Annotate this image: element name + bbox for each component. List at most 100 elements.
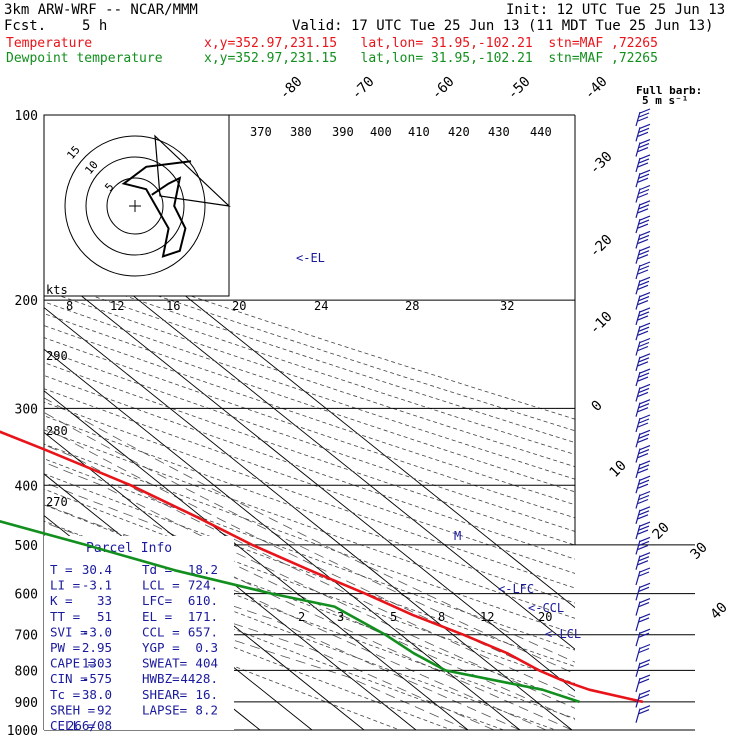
isotherm-label: -70 (349, 74, 378, 103)
hodograph-ring (85, 156, 185, 256)
isotherm-line (44, 348, 521, 730)
parcel-info-cell: 4428. (180, 671, 218, 686)
wind-barb (635, 383, 651, 402)
isotherm-line (44, 265, 575, 692)
pressure-tick-label: 600 (15, 588, 38, 603)
temperature-legend: Temperature (6, 36, 93, 51)
parcel-info-cell: -3.1 (82, 578, 112, 593)
pressure-tick-label: 900 (15, 696, 38, 711)
mixing-ratio-label: 8 (438, 610, 445, 624)
pressure-tick-label: 500 (15, 539, 38, 554)
parcel-info-cell: -3.0 (82, 624, 112, 639)
isotherm-label: -30 (587, 149, 616, 178)
wind-barb (635, 154, 651, 173)
mixing-ratio-label: 28 (405, 299, 419, 313)
parcel-info-cell: 0.3 (195, 640, 218, 655)
theta-e-label: 440 (530, 125, 552, 139)
parcel-info-cell: CAPE = (50, 656, 95, 671)
wind-barb (635, 108, 651, 127)
parcel-info-cell: EL = (142, 609, 172, 624)
level-marker: <-CCL (528, 601, 564, 615)
isotherm-line (44, 473, 365, 730)
level-markers: <-EL M <-LFC <-CCL <-LCL (296, 251, 581, 641)
wind-barbs (635, 108, 651, 723)
isotherm-label: 0 (589, 398, 606, 415)
mixing-ratio-label: 32 (500, 299, 514, 313)
parcel-info-cell: T = (50, 562, 73, 577)
theta-e-label: 430 (488, 125, 510, 139)
dry-adiabat (44, 349, 575, 532)
full-barb-value: 5 m s⁻¹ (642, 94, 688, 107)
forecast-hours: 5 h (82, 18, 108, 34)
dry-adiabat (44, 429, 575, 619)
isotherm-label: 40 (708, 600, 731, 623)
wind-barb (635, 674, 651, 693)
parcel-info-cell: LI = (50, 578, 80, 593)
parcel-info-cell: SWEAT= (142, 656, 187, 671)
wind-barb (635, 123, 651, 142)
parcel-info-cell: SHEAR= (142, 687, 187, 702)
mixing-ratio-label: 20 (232, 299, 246, 313)
valid-time: Valid: 17 UTC Tue 25 Jun 13 (11 MDT Tue … (292, 18, 714, 34)
wind-barb (635, 705, 651, 723)
parcel-info-cell: 8.2 (195, 702, 218, 717)
wind-barb (635, 475, 651, 494)
wind-barb (635, 184, 651, 203)
dry-adiabat (44, 488, 575, 684)
wind-barb (635, 613, 651, 632)
isotherm-line (44, 431, 417, 730)
wind-barb (635, 429, 651, 448)
hodograph-trace (121, 160, 192, 258)
wind-barb (635, 246, 651, 264)
pressure-tick-label: 400 (15, 479, 38, 494)
parcel-info-cell: 18.2 (188, 562, 218, 577)
dry-adiabat (44, 337, 575, 519)
hodograph-ring (64, 135, 206, 277)
theta-e-label: 420 (448, 125, 470, 139)
sounding-series (0, 430, 644, 704)
parcel-info-box: Parcel Info T = 30.4 Td = 18.2LI = -3.1 LCL =… (44, 536, 234, 733)
mixing-ratio-label: 8 (66, 299, 73, 313)
mixing-ratio-label: 12 (110, 299, 124, 313)
full-barb-label: Full barb: (636, 84, 702, 97)
parcel-info-cell: SREH = (50, 702, 95, 717)
parcel-info-cell: SVI = (50, 624, 88, 639)
mixing-ratio-label: 3 (337, 610, 344, 624)
parcel-info-cell: LCL = (142, 578, 180, 593)
wind-barb (635, 368, 651, 387)
level-marker: M (454, 529, 461, 543)
dry-adiabat (44, 256, 575, 432)
theta-e-label: 270 (46, 495, 68, 509)
theta-e-label: 380 (290, 125, 312, 139)
dry-adiabat (44, 325, 575, 506)
wind-barb (635, 445, 651, 463)
parcel-info-cell: TT = (50, 609, 80, 624)
wind-barb (635, 230, 651, 249)
theta-e-label: 400 (370, 125, 392, 139)
wind-barb (635, 460, 651, 479)
mixing-ratio-label: 5 (390, 610, 397, 624)
parcel-info-cell: K = (50, 593, 73, 608)
parcel-info-cell: CIN = (50, 671, 88, 686)
model-title: 3km ARW-WRF -- NCAR/MMM (4, 2, 198, 18)
isotherm-label: -10 (587, 309, 616, 338)
isotherm-label: 30 (688, 540, 711, 563)
mixing-ratio-label: 2 (298, 610, 305, 624)
wind-barb (635, 276, 651, 295)
parcel-info-cell: 404 (195, 656, 218, 671)
pressure-tick-label: 200 (15, 294, 38, 309)
wind-barb (635, 139, 651, 157)
hodograph-trace (154, 134, 231, 207)
pressure-tick-label: 700 (15, 629, 38, 644)
parcel-info-cell: 33 (97, 593, 112, 608)
moist-adiabat (44, 411, 575, 675)
parcel-info-cell: HWBZ= (142, 671, 180, 686)
wind-barb (635, 643, 651, 662)
temperature-location: x,y=352.97,231.15 lat,lon= 31.95,-102.21… (204, 36, 658, 51)
theta-e-label: 280 (46, 424, 68, 438)
isotherm-label: -20 (587, 232, 616, 261)
dewpoint-legend: Dewpoint temperature (6, 51, 163, 66)
parcel-info-cell: Tc = (50, 687, 80, 702)
dry-adiabat (44, 245, 575, 420)
